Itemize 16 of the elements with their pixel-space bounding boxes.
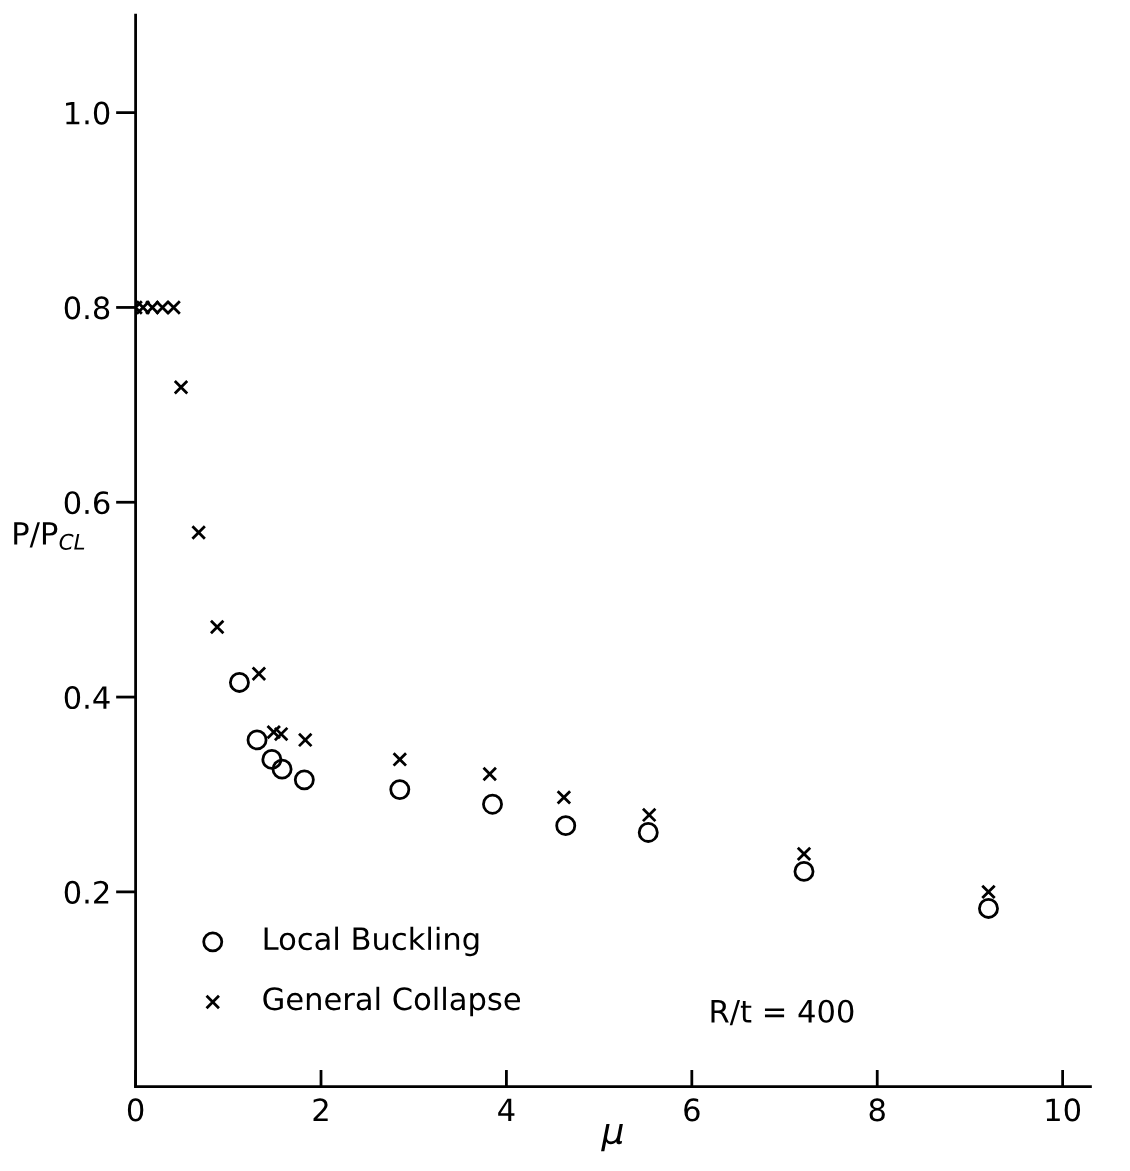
- x-axis-title: μ: [601, 1123, 623, 1152]
- legend-label: General Collapse: [263, 986, 520, 1017]
- x-tick-label: 0: [127, 1098, 144, 1122]
- y-tick-label: 0.4: [64, 686, 110, 710]
- y-axis-title: P/P$_{CL}$: [14, 522, 85, 550]
- y-tick-label: 0.8: [64, 296, 110, 320]
- y-tick-label: 0.2: [64, 880, 109, 904]
- x-tick-label: 8: [869, 1098, 885, 1122]
- legend-label: Local Buckling: [264, 926, 479, 957]
- x-tick-label: 2: [313, 1098, 328, 1122]
- x-tick-label: 6: [684, 1098, 700, 1122]
- x-tick-label: 4: [498, 1098, 515, 1122]
- y-tick-label: 1.0: [66, 101, 110, 125]
- x-tick-label: 10: [1046, 1098, 1081, 1122]
- annotation: R/t = 400: [711, 999, 854, 1026]
- y-tick-label: 0.6: [64, 491, 110, 515]
